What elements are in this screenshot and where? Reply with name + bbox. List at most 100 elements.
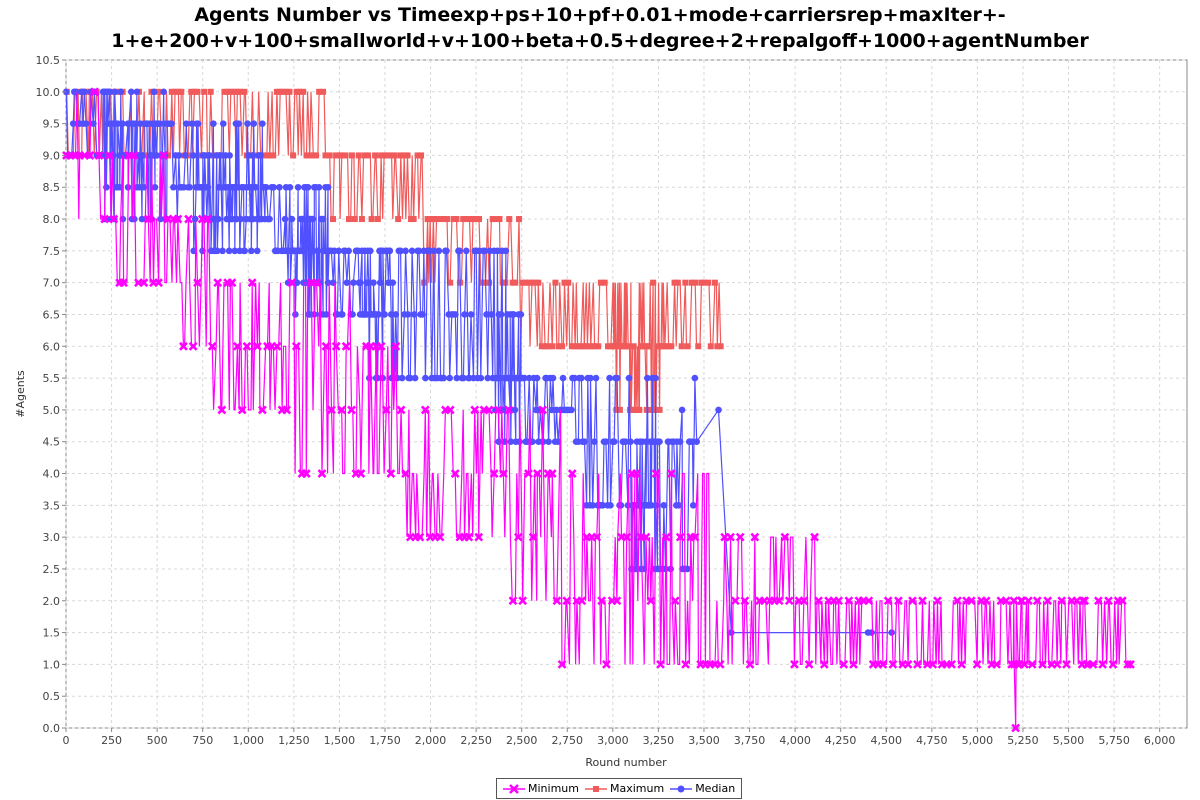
- median-point: [350, 279, 357, 286]
- median-point: [252, 183, 259, 191]
- maximum-point: [342, 152, 349, 159]
- median-point: [689, 502, 697, 509]
- x-tick-label: 3,750: [734, 734, 766, 747]
- median-point: [622, 438, 629, 446]
- maximum-point: [194, 88, 201, 95]
- median-point: [248, 247, 255, 255]
- minimum-point: [401, 469, 411, 478]
- median-point: [186, 183, 194, 191]
- x-tick-label: 1,250: [278, 734, 310, 747]
- minimum-point: [953, 596, 962, 606]
- median-point: [386, 247, 394, 255]
- median-point: [286, 183, 294, 191]
- median-point: [415, 247, 423, 255]
- median-point: [389, 279, 397, 286]
- minimum-point: [622, 532, 632, 542]
- minimum-point: [85, 151, 95, 160]
- minimum-point: [562, 596, 572, 606]
- y-tick-label: 8.0: [43, 213, 61, 226]
- minimum-point: [90, 87, 99, 97]
- minimum-point: [321, 341, 331, 351]
- median-point: [644, 374, 651, 382]
- median-point: [205, 152, 213, 159]
- minimum-point: [493, 405, 503, 415]
- minimum-point: [933, 596, 942, 606]
- maximum-point: [522, 279, 529, 286]
- median-point: [219, 120, 227, 127]
- x-tick-label: 4,750: [916, 734, 948, 747]
- minimum-point: [784, 596, 794, 606]
- minimum-point: [730, 596, 740, 606]
- median-point: [72, 88, 80, 96]
- median-point: [298, 247, 306, 255]
- minimum-point: [143, 214, 153, 224]
- minimum-point: [242, 341, 252, 351]
- minimum-point: [1123, 659, 1133, 669]
- median-point: [675, 502, 682, 509]
- maximum-point: [636, 406, 643, 413]
- maximum-point: [684, 343, 691, 350]
- maximum-point: [384, 152, 391, 159]
- median-point: [182, 152, 189, 159]
- maximum-point: [322, 152, 329, 159]
- median-point: [511, 406, 519, 414]
- median-point: [410, 311, 418, 318]
- maximum-point: [615, 343, 622, 350]
- minimum-point: [518, 596, 528, 606]
- maximum-point: [678, 343, 685, 350]
- minimum-point: [790, 659, 799, 669]
- median-point: [153, 152, 160, 159]
- median-point: [446, 374, 453, 382]
- median-point: [868, 629, 875, 636]
- y-tick-label: 10.0: [36, 86, 61, 99]
- minimum-point: [675, 532, 685, 542]
- minimum-point: [489, 469, 499, 478]
- median-point: [139, 152, 146, 159]
- maximum-point: [358, 216, 365, 223]
- x-tick-label: 5,500: [1053, 734, 1085, 747]
- median-point: [63, 88, 70, 96]
- maximum-point: [306, 152, 313, 159]
- minimum-point: [774, 596, 784, 606]
- minimum-point: [508, 596, 518, 606]
- median-point: [453, 374, 461, 382]
- x-tick-label: 5,250: [1007, 734, 1039, 747]
- median-point: [343, 279, 351, 286]
- minimum-point: [105, 151, 115, 160]
- x-tick-label: 4,500: [870, 734, 902, 747]
- median-point: [715, 406, 722, 414]
- median-point: [281, 215, 289, 223]
- x-tick-label: 3,500: [688, 734, 720, 747]
- minimum-point: [227, 278, 237, 288]
- y-tick-label: 1.5: [43, 627, 61, 640]
- minimum-point: [966, 596, 976, 606]
- maximum-point: [404, 152, 411, 159]
- median-point: [309, 215, 316, 223]
- maximum-point: [348, 152, 355, 159]
- median-point: [244, 120, 251, 127]
- minimum-point: [415, 532, 425, 542]
- minimum-point: [839, 659, 849, 669]
- maximum-point: [552, 279, 559, 286]
- minimum-point: [894, 596, 903, 606]
- median-point: [430, 247, 438, 255]
- maximum-point: [168, 88, 175, 95]
- median-point: [250, 120, 258, 127]
- minimum-point: [1088, 659, 1098, 669]
- x-tick-label: 1,000: [233, 734, 265, 747]
- maximum-point: [333, 152, 340, 159]
- median-point: [262, 183, 270, 191]
- maximum-point: [496, 216, 503, 223]
- median-point: [138, 215, 146, 223]
- median-point: [462, 247, 470, 255]
- median-point: [257, 152, 264, 159]
- median-point: [660, 502, 668, 509]
- median-point: [288, 215, 296, 223]
- median-point: [253, 247, 261, 255]
- maximum-point: [611, 343, 618, 350]
- minimum-point: [217, 405, 227, 415]
- minimum-point: [312, 278, 322, 288]
- maximum-point: [397, 152, 404, 159]
- minimum-point: [203, 214, 213, 224]
